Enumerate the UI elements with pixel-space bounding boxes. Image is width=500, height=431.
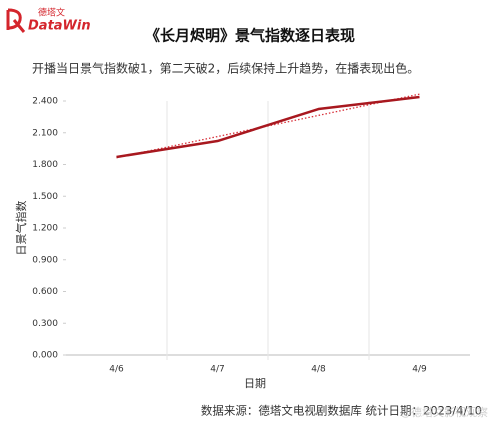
x-tick-label: 4/8 — [311, 365, 326, 375]
source-note: 数据来源：德塔文电视剧数据库 统计日期：2023/4/10 — [201, 404, 482, 418]
y-tick-label: 1.200 — [32, 224, 58, 234]
x-axis-label: 日期 — [244, 377, 266, 390]
y-tick-label: 2.400 — [32, 97, 58, 107]
chart-subtitle: 开播当日景气指数破1，第二天破2，后续保持上升趋势，在播表现出色。 — [32, 61, 419, 76]
y-axis-label: 日景气指数 — [14, 201, 28, 256]
y-tick-label: 1.800 — [32, 160, 58, 170]
y-tick-label: 0.300 — [32, 319, 58, 329]
logo-cn: 德塔文 — [38, 7, 65, 19]
line — [116, 95, 420, 159]
x-tick-label: 4/9 — [412, 365, 427, 375]
y-tick-label: 2.100 — [32, 128, 58, 138]
y-tick-label: 1.500 — [32, 192, 58, 202]
y-tick-label: 0.600 — [32, 287, 58, 297]
y-tick-label: 0.900 — [32, 255, 58, 265]
logo-mark — [6, 8, 26, 33]
x-tick-label: 4/6 — [109, 365, 124, 375]
y-tick-label: 0.000 — [32, 351, 58, 361]
watermark: @德塔文影视观察 — [400, 405, 488, 419]
logo: 德塔文 DataWin — [6, 7, 91, 34]
logo-en: DataWin — [28, 19, 91, 34]
x-tick-label: 4/7 — [210, 365, 224, 375]
chart-title: 《长月烬明》景气指数逐日表现 — [145, 27, 355, 45]
